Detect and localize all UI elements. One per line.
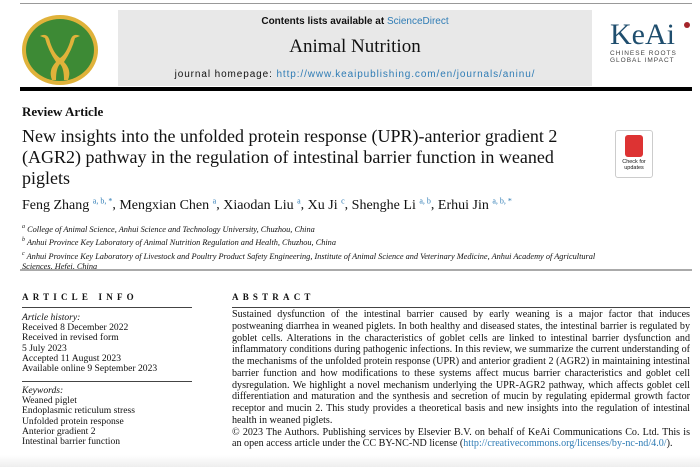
history-item: Received 8 December 2022 [22,322,129,334]
affiliation-marker: b [22,237,25,244]
abstract-text: Sustained dysfunction of the intestinal … [232,309,690,426]
contents-text: Contents lists available at [261,16,387,27]
abstract-rule [232,307,690,308]
affiliation-text: College of Animal Science, Anhui Science… [27,224,315,234]
author-name[interactable]: Erhui Jin [437,197,489,213]
author-affiliation-marker[interactable]: a, b [419,196,431,205]
affiliation-rule [20,269,692,271]
author-affiliation-marker[interactable]: a, b, * [92,196,113,205]
journal-logo [22,15,98,85]
history-label: Article history: [22,312,81,323]
sciencedirect-link[interactable]: ScienceDirect [386,16,449,27]
copyright-end: ). [666,438,673,450]
keai-dot [684,22,690,28]
affiliation: b Anhui Province Key Laboratory of Anima… [22,235,602,248]
author-affiliation-marker[interactable]: a, b, * [492,196,512,205]
author-affiliation-marker[interactable]: a [212,196,217,205]
article-info-heading: ARTICLE INFO [22,292,138,302]
article-type: Review Article [22,104,104,119]
author-name[interactable]: Shenghe Li [351,197,416,213]
affiliation-text: Anhui Province Key Laboratory of Livesto… [22,251,596,271]
author[interactable]: Xiaodan Liu a [223,196,301,213]
homepage-link[interactable]: http://www.keaipublishing.com/en/journal… [276,69,536,80]
keywords-label: Keywords: [22,385,64,396]
keyword: Anterior gradient 2 [22,425,96,437]
author[interactable]: Erhui Jin a, b, * [437,196,512,213]
author-name[interactable]: Feng Zhang [22,197,90,213]
author-list: Feng Zhang a, b, *, Mengxian Chen a, Xia… [22,196,512,213]
homepage-label: journal homepage: [174,69,277,80]
history-item: Received in revised form [22,332,119,344]
history-item: Accepted 11 August 2023 [22,352,122,364]
affiliation-marker: a [22,224,25,230]
affiliation-marker: c [22,250,25,257]
author-affiliation-marker[interactable]: a [297,196,301,205]
author-name[interactable]: Mengxian Chen [119,197,210,213]
affiliations: a College of Animal Science, Anhui Scien… [22,222,602,272]
author-affiliation-marker[interactable]: c [341,196,345,205]
check-updates-label: Check for updates [622,159,646,171]
author-name[interactable]: Xu Ji [307,197,338,213]
author[interactable]: Xu Ji c [307,196,345,213]
bookmark-icon [625,135,643,157]
history-item: Available online 9 September 2023 [22,363,158,375]
check-updates-button[interactable]: Check for updates [615,130,653,178]
keai-wordmark: KeAi [610,18,675,51]
tagline-1: CHINESE ROOTS [610,50,677,57]
tagline-2: GLOBAL IMPACT [610,57,675,64]
affiliation: c Anhui Province Key Laboratory of Lives… [22,249,602,273]
abstract-heading: ABSTRACT [232,292,315,302]
publisher-logo: KeAi CHINESE ROOTS GLOBAL IMPACT [610,20,695,64]
info-rule [22,307,192,308]
author[interactable]: Feng Zhang a, b, * [22,196,113,213]
article-title: New insights into the unfolded protein r… [22,126,558,188]
author[interactable]: Shenghe Li a, b [351,196,431,213]
journal-header: Contents lists available at ScienceDirec… [118,10,592,86]
header-rule [20,87,692,91]
keyword: Unfolded protein response [22,415,124,427]
journal-title: Animal Nutrition [289,36,421,57]
keywords-rule [22,381,192,382]
author[interactable]: Mengxian Chen a [119,196,217,213]
affiliation: a College of Animal Science, Anhui Scien… [22,222,602,235]
license-link[interactable]: http://creativecommons.org/licenses/by-n… [463,438,667,450]
abstract-body: Sustained dysfunction of the intestinal … [232,309,690,450]
author-name[interactable]: Xiaodan Liu [223,197,294,213]
affiliation-text: Anhui Province Key Laboratory of Animal … [26,238,336,248]
keyword: Weaned piglet [22,395,77,407]
top-rule [20,3,692,4]
copyright-text: © 2023 The Authors. Publishing services … [232,426,690,450]
history-item: 5 July 2023 [22,342,67,354]
keyword: Intestinal barrier function [22,436,121,448]
keyword: Endoplasmic reticulum stress [22,405,135,417]
bottom-fade [0,455,700,467]
